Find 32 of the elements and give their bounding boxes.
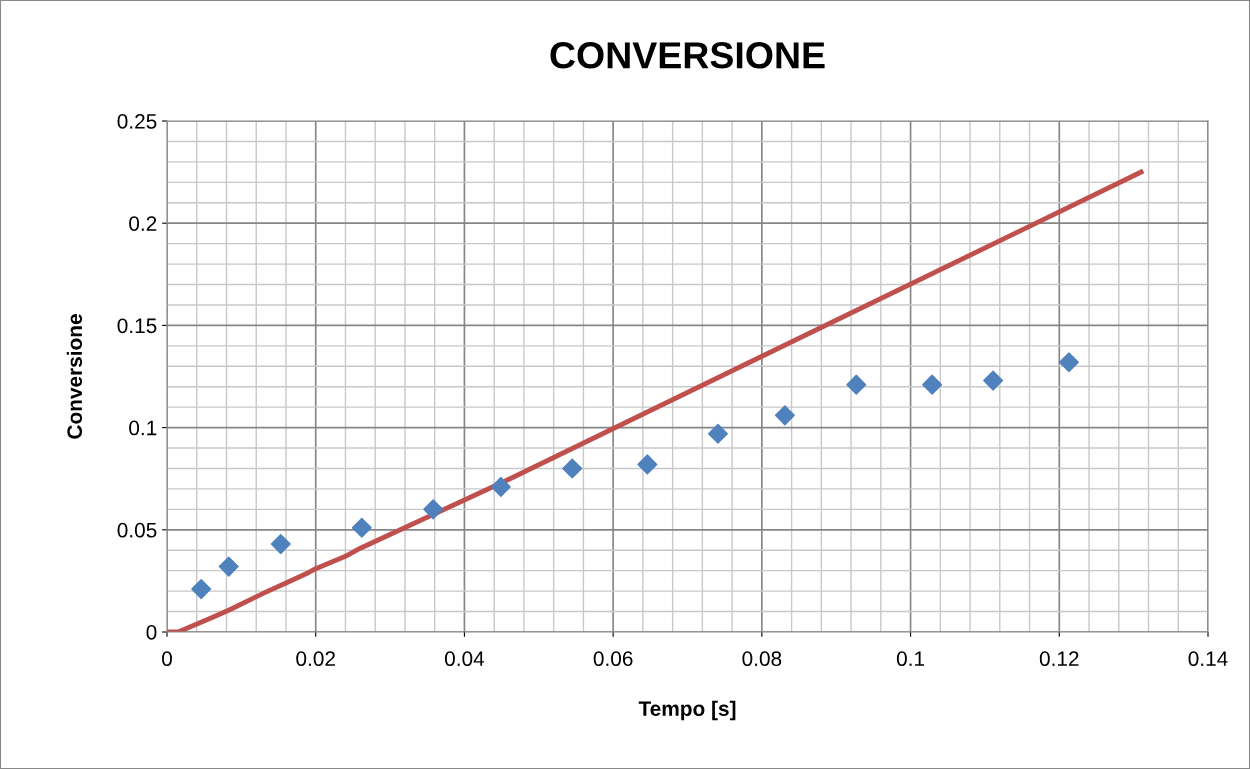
x-tick-label: 0.12 [1039, 651, 1079, 667]
x-tick-label: 0 [162, 651, 172, 667]
point [351, 517, 372, 538]
line-series [167, 169, 1144, 632]
point [191, 579, 212, 600]
x-axis-title: Tempo [s] [638, 700, 736, 721]
point [707, 423, 728, 444]
point [423, 499, 444, 520]
x-tick-label: 0.04 [444, 651, 485, 667]
x-tick-label: 0.08 [742, 651, 782, 667]
x-tick-label: 0.1 [896, 651, 925, 667]
y-tick-label: 0.1 [129, 420, 157, 436]
x-tick-label: 0.06 [593, 651, 633, 667]
point [774, 405, 795, 426]
point [562, 458, 583, 479]
point [983, 370, 1004, 391]
y-tick-label: 0.15 [117, 318, 157, 334]
point [846, 374, 867, 395]
point [1058, 352, 1079, 373]
point [270, 534, 291, 555]
point [218, 556, 239, 577]
chart-title: CONVERSIONE [550, 42, 825, 69]
y-tick-label: 0.2 [129, 216, 157, 231]
y-tick-label: 0.25 [117, 114, 157, 129]
y-tick-label: 0 [146, 625, 157, 640]
point [637, 454, 658, 475]
y-tick-label: 0.05 [117, 522, 157, 538]
y-axis-title: Conversione [66, 314, 83, 439]
x-tick-label: 0.14 [1188, 651, 1228, 667]
point [922, 374, 943, 395]
x-tick-label: 0.02 [296, 651, 335, 667]
point [490, 476, 511, 497]
